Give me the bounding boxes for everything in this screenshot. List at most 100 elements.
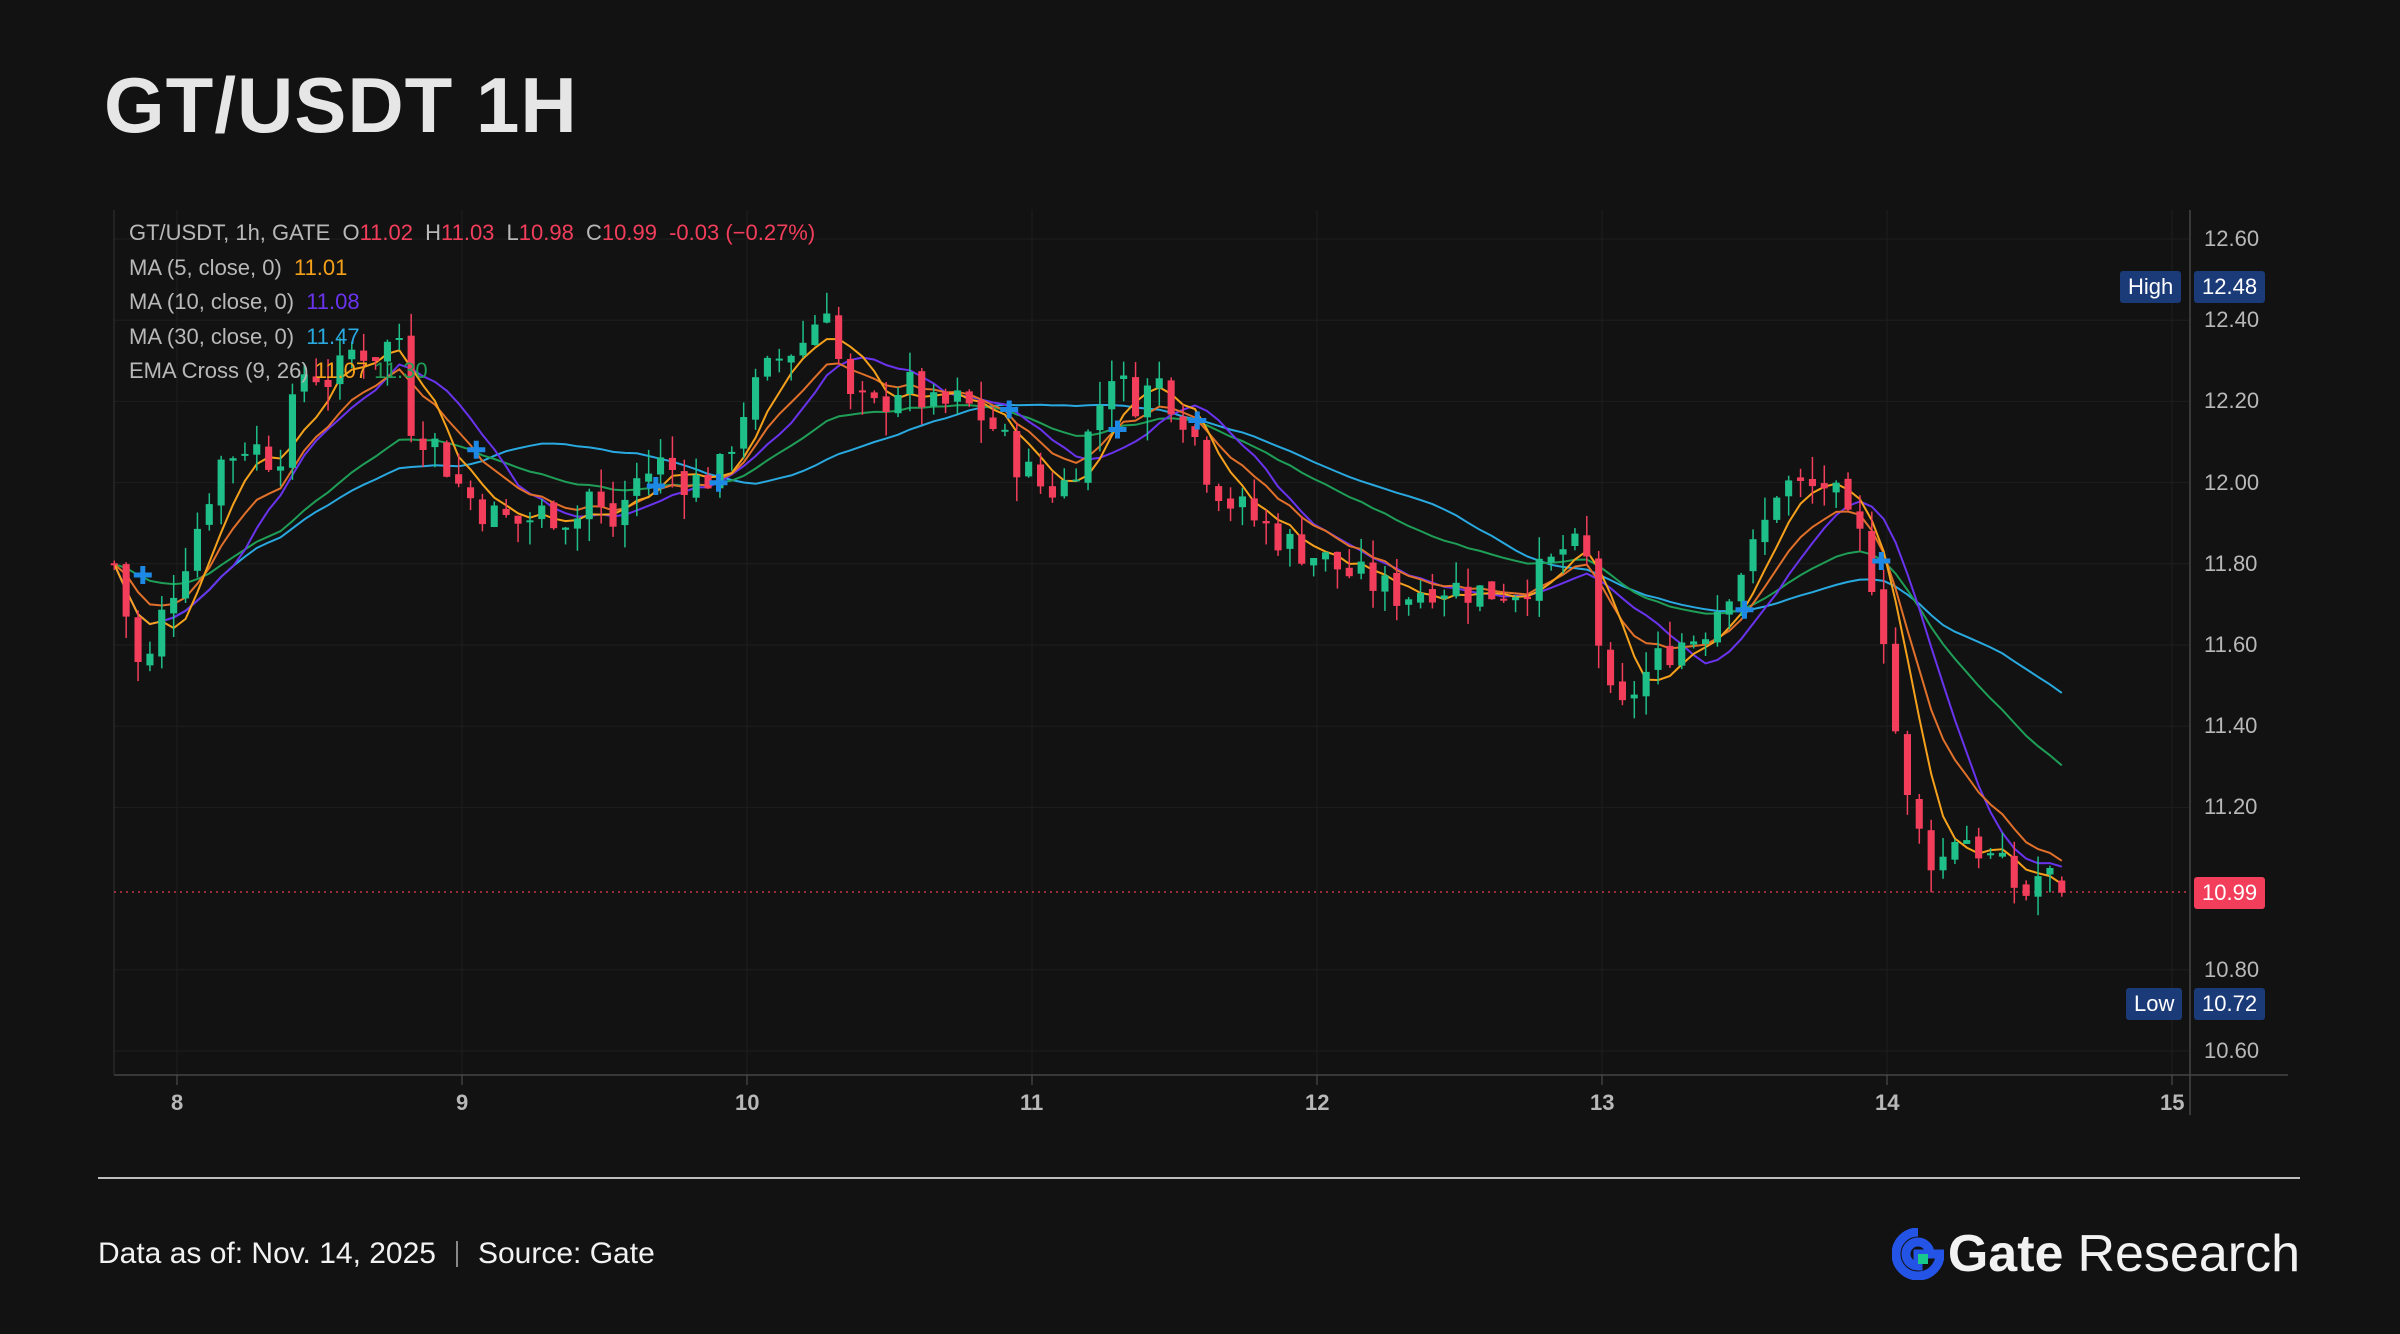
candle-body: [182, 571, 190, 599]
candle-body: [1452, 582, 1460, 597]
candle-body: [953, 390, 961, 402]
candle-body: [490, 505, 498, 527]
candle-body: [1286, 533, 1294, 549]
candle-body: [1998, 852, 2006, 857]
candle-body: [1310, 558, 1318, 566]
candle-body: [870, 392, 878, 399]
candle-body: [288, 394, 296, 468]
candle-body: [847, 359, 855, 394]
candle-body: [573, 518, 581, 529]
candle-body: [193, 528, 201, 571]
candle-body: [740, 417, 748, 449]
candle-body: [336, 355, 344, 385]
candle-body: [882, 396, 890, 412]
y-tick-label: 12.20: [2204, 388, 2260, 414]
candle-body: [562, 527, 570, 530]
candle-body: [1607, 649, 1615, 686]
candle-body: [621, 499, 629, 526]
candle-body: [930, 392, 938, 407]
candle-body: [2046, 868, 2054, 875]
x-tick-label: 15: [2160, 1090, 2185, 1115]
candle-body: [1179, 416, 1187, 430]
candle-body: [942, 391, 950, 404]
legend-open: O11.02: [342, 220, 413, 245]
candle-body: [360, 350, 368, 361]
candle-body: [2034, 876, 2042, 897]
x-tick-label: 14: [1875, 1090, 1900, 1115]
candle-body: [1500, 598, 1508, 601]
candle-body: [1737, 574, 1745, 602]
ema-cross-markers: [133, 400, 1891, 619]
candle-body: [110, 563, 118, 566]
source: Source: Gate: [477, 1237, 655, 1270]
candle-body: [1702, 639, 1710, 645]
candle-body: [1322, 552, 1330, 560]
candle-body: [431, 438, 439, 448]
candle-body: [597, 491, 605, 507]
candle-body: [1512, 597, 1520, 601]
candle-body: [1844, 478, 1852, 510]
candle-body: [277, 466, 285, 471]
brand-logo: Gate Research: [1891, 1224, 2300, 1284]
candle-body: [455, 474, 463, 484]
ema-cross-marker: [1872, 552, 1891, 571]
candle-body: [1013, 431, 1021, 478]
candle-body: [609, 503, 617, 527]
x-tick-label: 9: [456, 1090, 469, 1115]
candle-body: [1523, 596, 1531, 600]
candle-body: [502, 508, 510, 515]
candle-body: [1773, 497, 1781, 520]
candle-body: [977, 400, 985, 421]
candle-body: [1820, 483, 1828, 489]
candle-body: [1583, 535, 1591, 557]
candle-body: [1132, 377, 1140, 417]
high-label-tag: High: [2120, 271, 2182, 303]
legend-ma10: MA (10, close, 0) 11.08: [129, 289, 360, 314]
candle-body: [1892, 643, 1900, 732]
candle-body: [229, 458, 237, 461]
legend-high: H11.03: [425, 220, 495, 245]
y-tick-label: 10.80: [2204, 956, 2260, 982]
candle-body: [918, 371, 926, 408]
candle-body: [1369, 562, 1377, 591]
candle-body: [134, 617, 142, 662]
legend-low: L10.98: [506, 220, 574, 245]
footer-divider: [98, 1177, 2300, 1179]
candle-body: [1238, 496, 1246, 508]
candle-body: [1547, 556, 1555, 563]
candle-body: [1559, 549, 1567, 555]
candle-body: [1808, 479, 1816, 487]
legend-ema-fast-value: 11.07: [314, 358, 369, 383]
candle-body: [348, 349, 356, 360]
candle-body: [1963, 840, 1971, 844]
candle-body: [1155, 378, 1163, 389]
candle-body: [300, 374, 308, 392]
candle-body: [716, 454, 724, 489]
candle-body: [1143, 385, 1151, 418]
candle-body: [1927, 830, 1935, 871]
candle-body: [906, 371, 914, 394]
ema-cross-marker: [709, 473, 728, 492]
ema-cross-marker: [467, 440, 486, 459]
chart-legend: GT/USDT, 1h, GATE O11.02 H11.03 L10.98 C…: [129, 216, 821, 389]
candle-body: [383, 341, 391, 362]
candle-body: [823, 313, 831, 323]
candle-body: [514, 515, 522, 524]
candle-body: [1535, 558, 1543, 601]
candle-body: [1571, 533, 1579, 546]
legend-change: -0.03 (−0.27%): [669, 220, 816, 245]
data-as-of: Data as of: Nov. 14, 2025: [98, 1237, 436, 1270]
candle-body: [1250, 498, 1258, 521]
candle-body: [467, 487, 475, 499]
candle-body: [692, 475, 700, 498]
indicator-lines: [113, 338, 2063, 885]
candle-body: [1405, 599, 1413, 605]
candle-body: [1417, 592, 1425, 603]
y-tick-label: 10.60: [2204, 1038, 2260, 1063]
candle-body: [1262, 521, 1270, 524]
legend-ma5-value: 11.01: [293, 254, 348, 280]
legend-symbol: GT/USDT, 1h, GATE: [129, 220, 331, 245]
candle-body: [1915, 799, 1923, 829]
candle-body: [811, 324, 819, 345]
